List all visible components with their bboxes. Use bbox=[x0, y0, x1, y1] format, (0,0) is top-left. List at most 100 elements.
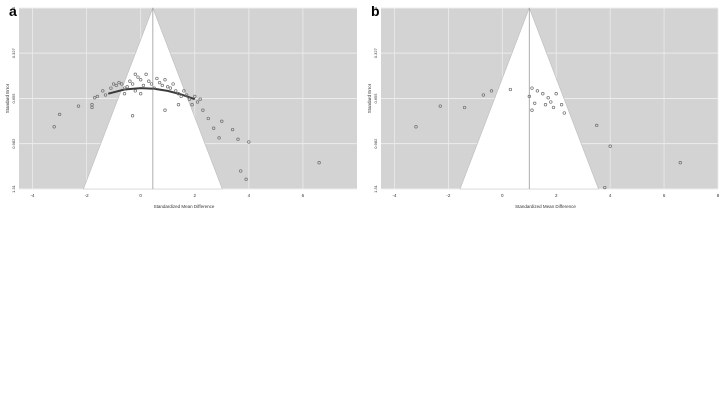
plot-a-xtick-label: -4 bbox=[31, 193, 35, 198]
plot-a-xtick-label: 4 bbox=[248, 193, 251, 198]
plot-b-ytick-label: 0.982 bbox=[373, 138, 378, 149]
plot-a-point bbox=[139, 92, 143, 96]
plot-a-point bbox=[152, 86, 156, 90]
plot-a-xtick-label: 2 bbox=[194, 193, 197, 198]
plot-a-point bbox=[166, 85, 170, 89]
plot-a-point bbox=[136, 75, 140, 79]
funnel-plot-b: 0 0.327 0.655 0.982 1.31 -4 -2 0 2 4 6 8 Standardize… bbox=[362, 0, 720, 220]
plot-a-point bbox=[139, 78, 143, 82]
plot-a-point bbox=[114, 83, 118, 88]
plot-a-point bbox=[52, 125, 56, 129]
plot-a-point bbox=[182, 89, 186, 93]
plot-a-x-axis-label: Standardized Mean Difference bbox=[154, 204, 215, 209]
plot-b-xtick-label: 6 bbox=[663, 193, 666, 198]
plot-b-point bbox=[603, 185, 607, 190]
plot-b-point bbox=[527, 94, 531, 99]
plot-a-point bbox=[195, 100, 200, 104]
plot-b-point bbox=[414, 125, 418, 129]
plot-a-point bbox=[220, 119, 224, 123]
plot-b-point bbox=[438, 104, 442, 108]
plot-a-point bbox=[236, 137, 240, 141]
plot-b-point bbox=[481, 93, 486, 97]
plot-a-ytick-label: 1.31 bbox=[11, 184, 16, 193]
plot-b-point bbox=[549, 100, 553, 104]
plot-b-point bbox=[559, 103, 564, 107]
funnel-plot-b-svg: 0 0.327 0.655 0.982 1.31 -4 -2 0 2 4 6 8 Standardize… bbox=[367, 6, 720, 209]
plot-b-x-axis-label: Standardized Mean Difference bbox=[515, 204, 576, 209]
plot-b-point bbox=[533, 101, 537, 105]
plot-a-point bbox=[171, 82, 175, 86]
plot-a-point bbox=[179, 94, 183, 99]
plot-a-point bbox=[144, 72, 148, 76]
plot-a-xtick-label: 0 bbox=[139, 193, 142, 198]
plot-a-ytick-label: 0 bbox=[11, 6, 16, 9]
plot-a-point bbox=[149, 82, 154, 86]
panel-label-b: b bbox=[371, 3, 380, 19]
plot-a-point bbox=[239, 169, 243, 173]
plot-b-point bbox=[541, 92, 545, 96]
funnel-plot-a: 0 0.327 0.655 0.982 1.31 -4 -2 0 2 4 6 Standardized… bbox=[0, 0, 360, 220]
plot-b-ytick-label: 0.327 bbox=[373, 47, 378, 58]
plot-a-point bbox=[201, 108, 205, 112]
plot-a-point bbox=[133, 72, 137, 76]
plot-a-point bbox=[103, 93, 108, 97]
plot-a-point bbox=[122, 92, 127, 96]
plot-a-point bbox=[141, 83, 146, 88]
plot-a-point bbox=[168, 86, 173, 90]
plot-a-point bbox=[198, 97, 202, 101]
plot-b-point bbox=[554, 92, 558, 96]
plot-a-ytick-label: 0.982 bbox=[11, 138, 16, 149]
plot-a-point bbox=[212, 126, 216, 130]
plot-b-point bbox=[508, 87, 513, 92]
plot-b-point bbox=[535, 89, 540, 93]
plot-a-point bbox=[160, 83, 164, 88]
plot-a-point bbox=[109, 86, 113, 90]
plot-a-point bbox=[133, 89, 137, 93]
plot-a-point bbox=[217, 136, 221, 140]
plot-b-xtick-label: 4 bbox=[609, 193, 612, 198]
plot-a-point bbox=[190, 103, 194, 107]
plot-b-point bbox=[595, 123, 599, 128]
plot-a-point bbox=[174, 89, 178, 93]
plot-a-point bbox=[95, 94, 100, 99]
plot-a-point bbox=[163, 78, 167, 82]
plot-a-point bbox=[206, 116, 210, 121]
plot-b-point bbox=[608, 144, 612, 148]
plot-a-point bbox=[120, 82, 124, 86]
plot-a-point bbox=[157, 80, 162, 85]
plot-b-point bbox=[678, 161, 682, 165]
plot-a-point bbox=[57, 112, 62, 117]
plot-b-point bbox=[530, 86, 534, 90]
plot-a-point bbox=[184, 93, 189, 97]
funnel-plot-a-svg: 0 0.327 0.655 0.982 1.31 -4 -2 0 2 4 6 Standardized… bbox=[5, 6, 357, 209]
plot-a-y-axis-label: Standard Error bbox=[5, 83, 10, 113]
plot-b-ytick-label: 1.31 bbox=[373, 184, 378, 193]
plot-b-ytick-label: 0.655 bbox=[373, 93, 378, 104]
plot-a-point bbox=[130, 82, 135, 86]
plot-a-point bbox=[122, 86, 127, 90]
plot-b-point bbox=[543, 103, 548, 107]
plot-a-point bbox=[90, 105, 94, 110]
plot-b-y-axis-label: Standard Error bbox=[367, 83, 372, 113]
plot-b-point bbox=[489, 89, 494, 93]
plot-b-xtick-label: 2 bbox=[555, 193, 558, 198]
plot-a-point bbox=[130, 114, 135, 118]
plot-a-point bbox=[244, 177, 248, 181]
plot-b-point bbox=[562, 111, 566, 115]
plot-a-point bbox=[125, 85, 129, 89]
plot-b-xtick-label: -4 bbox=[392, 193, 396, 198]
plot-a-point bbox=[163, 108, 167, 112]
plot-a-point bbox=[128, 79, 132, 83]
plot-b-point bbox=[551, 105, 556, 110]
panel-label-a: a bbox=[9, 3, 17, 19]
plot-a-ytick-label: 0.327 bbox=[11, 47, 16, 58]
plot-a-point bbox=[193, 94, 197, 99]
plot-a-point bbox=[111, 82, 116, 86]
plot-a-point bbox=[187, 97, 192, 101]
plot-a-ytick-label: 0.655 bbox=[11, 93, 16, 104]
plot-a-point bbox=[76, 104, 81, 108]
plot-b-point bbox=[546, 96, 550, 100]
plot-a-point bbox=[247, 140, 251, 144]
plot-a-point bbox=[317, 161, 321, 165]
plot-a-point bbox=[176, 92, 181, 96]
